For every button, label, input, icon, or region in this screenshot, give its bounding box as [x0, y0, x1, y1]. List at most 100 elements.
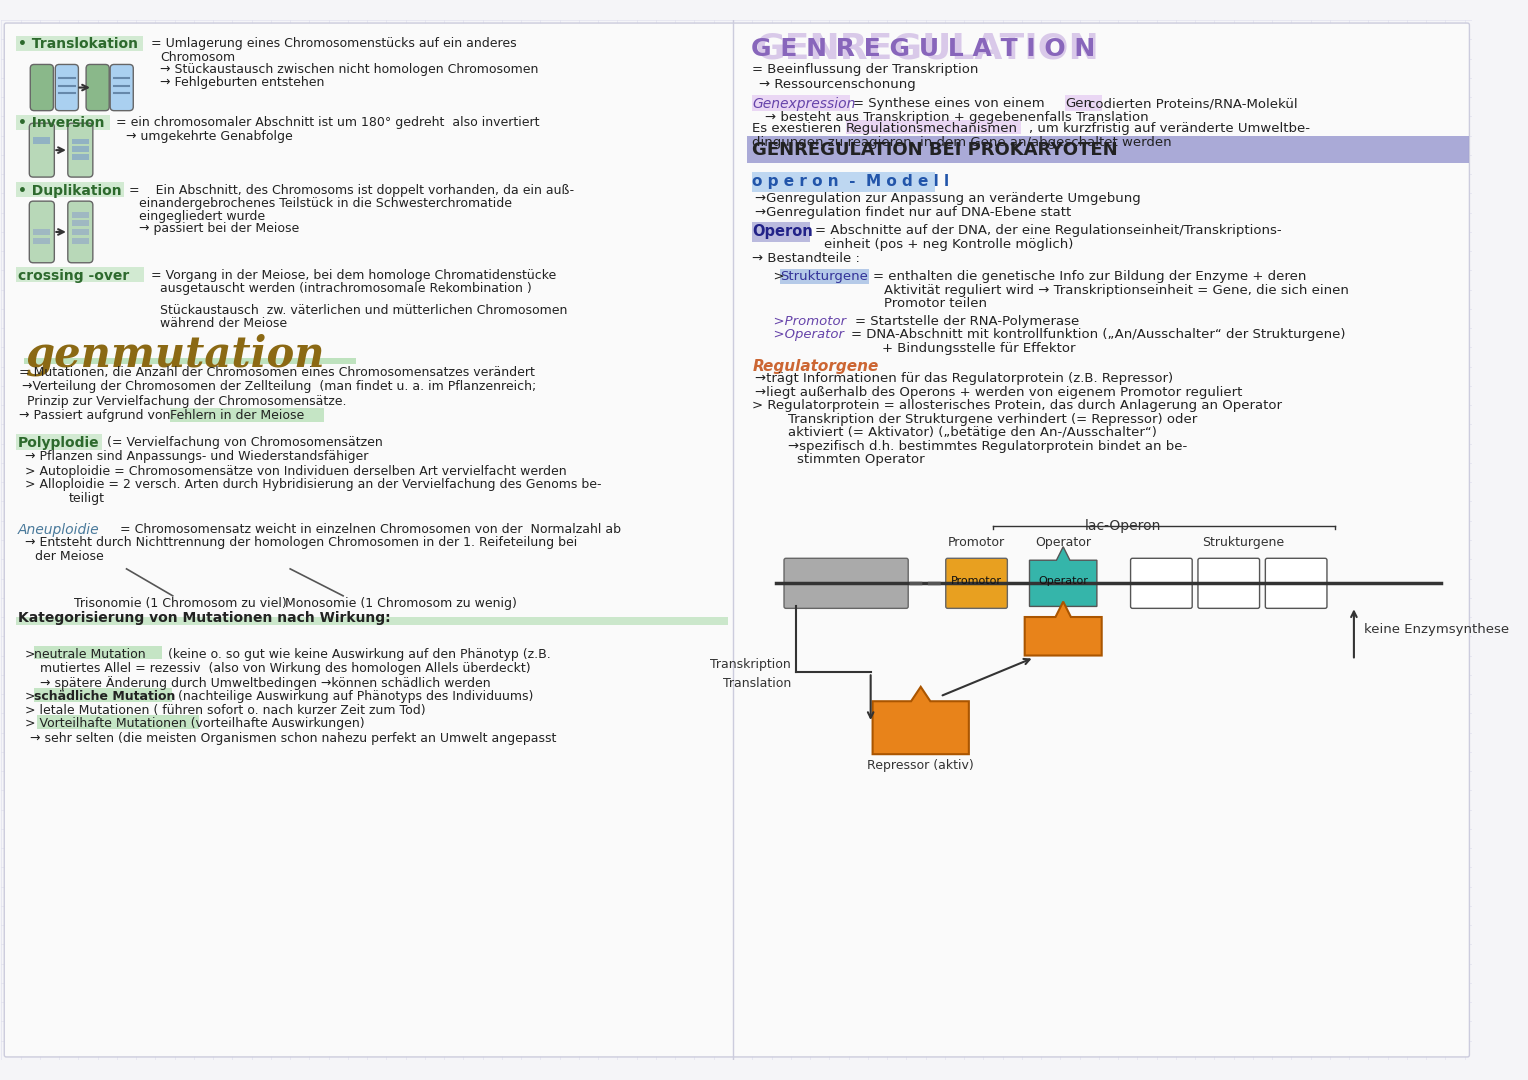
Bar: [845, 120, 1021, 134]
FancyBboxPatch shape: [1265, 558, 1326, 608]
FancyBboxPatch shape: [86, 65, 108, 110]
Text: Repressor (aktiv): Repressor (aktiv): [868, 759, 973, 772]
Bar: [72, 212, 89, 217]
Text: Operon: Operon: [752, 225, 813, 240]
Text: Regulationsmechanismen: Regulationsmechanismen: [845, 122, 1018, 135]
Text: Operator: Operator: [1038, 577, 1088, 586]
Text: Promotor: Promotor: [947, 536, 1005, 549]
Text: →Genregulation findet nur auf DNA-Ebene statt: →Genregulation findet nur auf DNA-Ebene …: [755, 206, 1071, 219]
Bar: [72, 146, 89, 152]
Bar: [781, 269, 869, 284]
Text: Promotor: Promotor: [950, 577, 1002, 586]
Text: = Abschnitte auf der DNA, der eine Regulationseinheit/Transkriptions-: = Abschnitte auf der DNA, der eine Regul…: [814, 225, 1282, 238]
Bar: [72, 238, 89, 243]
Text: = enthalten die genetische Info zur Bildung der Enzyme + deren: = enthalten die genetische Info zur Bild…: [872, 270, 1306, 283]
Text: → sehr selten (die meisten Organismen schon nahezu perfekt an Umwelt angepasst: → sehr selten (die meisten Organismen sc…: [31, 731, 556, 744]
Text: → Bestandteile :: → Bestandteile :: [752, 252, 860, 266]
Text: codierten Proteins/RNA-Molekül: codierten Proteins/RNA-Molekül: [1088, 97, 1297, 110]
Text: → Stückaustausch zwischen nicht homologen Chromosomen: → Stückaustausch zwischen nicht homologe…: [160, 64, 538, 77]
Text: →Verteilung der Chromosomen der Zellteilung  (man findet u. a. im Pflanzenreich;: →Verteilung der Chromosomen der Zellteil…: [21, 380, 536, 393]
Text: →spezifisch d.h. bestimmtes Regulatorprotein bindet an be-: →spezifisch d.h. bestimmtes Regulatorpro…: [788, 440, 1187, 453]
Bar: [752, 222, 810, 242]
Text: = Chromosomensatz weicht in einzelnen Chromosomen von der  Normalzahl ab: = Chromosomensatz weicht in einzelnen Ch…: [119, 523, 620, 536]
Bar: [72, 154, 89, 160]
Text: Aktivität reguliert wird → Transkriptionseinheit = Gene, die sich einen: Aktivität reguliert wird → Transkription…: [885, 284, 1349, 297]
FancyBboxPatch shape: [31, 65, 53, 110]
Text: mutiertes Allel = rezessiv  (also von Wirkung des homologen Allels überdeckt): mutiertes Allel = rezessiv (also von Wir…: [40, 662, 530, 675]
Bar: [747, 136, 1470, 163]
Text: >: >: [21, 648, 40, 661]
Text: > Vorteilhafte Mutationen (vorteilhafte Auswirkungen): > Vorteilhafte Mutationen (vorteilhafte …: [21, 717, 364, 730]
Text: = ein chromosomaler Abschnitt ist um 180° gedreht  also invertiert: = ein chromosomaler Abschnitt ist um 180…: [116, 117, 539, 130]
Text: → Pflanzen sind Anpassungs- und Wiederstandsfähiger: → Pflanzen sind Anpassungs- und Wiederst…: [26, 449, 368, 462]
Text: • Translokation: • Translokation: [18, 38, 138, 52]
Text: neutrale Mutation: neutrale Mutation: [34, 648, 145, 661]
Bar: [72, 138, 89, 145]
Bar: [1065, 95, 1102, 110]
Text: crossing -over: crossing -over: [18, 269, 128, 283]
Text: während der Meiose: während der Meiose: [160, 316, 287, 329]
FancyBboxPatch shape: [1131, 558, 1192, 608]
Text: →trägt Informationen für das Regulatorprotein (z.B. Repressor): →trägt Informationen für das Regulatorpr…: [755, 373, 1174, 386]
Text: dingungen zu reagieren, in dem Gene an/abgeschaltet werden: dingungen zu reagieren, in dem Gene an/a…: [752, 136, 1172, 149]
Text: Es exestieren: Es exestieren: [752, 122, 847, 135]
Bar: [34, 229, 50, 234]
Text: → Fehlgeburten entstehen: → Fehlgeburten entstehen: [160, 76, 324, 89]
Bar: [23, 359, 356, 364]
Polygon shape: [1030, 546, 1097, 607]
Text: → Ressourcenschonung: → Ressourcenschonung: [759, 78, 915, 91]
Text: >: >: [766, 270, 788, 283]
Text: genmutation: genmutation: [26, 333, 325, 376]
Text: Promotor teilen: Promotor teilen: [885, 297, 987, 310]
Text: lac-Operon: lac-Operon: [1085, 518, 1161, 532]
Text: > Regulatorprotein = allosterisches Protein, das durch Anlagerung an Operator: > Regulatorprotein = allosterisches Prot…: [752, 400, 1282, 413]
Text: Regulatorgene: Regulatorgene: [752, 359, 879, 374]
FancyBboxPatch shape: [5, 23, 1470, 1057]
Bar: [34, 688, 171, 702]
Text: = Beeinflussung der Transkription: = Beeinflussung der Transkription: [752, 63, 978, 76]
Text: → Passiert aufgrund von: → Passiert aufgrund von: [18, 409, 174, 422]
Text: Strukturgene: Strukturgene: [1203, 536, 1284, 549]
Text: (nachteilige Auswirkung auf Phänotyps des Individuums): (nachteilige Auswirkung auf Phänotyps de…: [177, 690, 533, 703]
Polygon shape: [872, 687, 969, 754]
Text: Operator: Operator: [1034, 536, 1091, 549]
Text: = Umlagerung eines Chromosomenstücks auf ein anderes: = Umlagerung eines Chromosomenstücks auf…: [151, 38, 516, 51]
Bar: [34, 238, 50, 243]
FancyBboxPatch shape: [29, 201, 55, 262]
Text: ausgetauscht werden (intrachromosomale Rekombination ): ausgetauscht werden (intrachromosomale R…: [160, 282, 532, 295]
FancyBboxPatch shape: [1198, 558, 1259, 608]
Bar: [15, 181, 124, 198]
FancyBboxPatch shape: [29, 123, 55, 177]
Text: = DNA-Abschnitt mit kontrollfunktion („An/Ausschalter“ der Strukturgene): = DNA-Abschnitt mit kontrollfunktion („A…: [851, 328, 1346, 341]
Bar: [170, 408, 324, 421]
Text: → umgekehrte Genabfolge: → umgekehrte Genabfolge: [125, 130, 292, 143]
Bar: [37, 715, 199, 729]
Text: >Promotor: >Promotor: [766, 314, 847, 327]
Text: Transkription der Strukturgene verhindert (= Repressor) oder: Transkription der Strukturgene verhinder…: [788, 413, 1196, 426]
Text: > Autoploidie = Chromosomensätze von Individuen derselben Art vervielfacht werde: > Autoploidie = Chromosomensätze von Ind…: [21, 464, 567, 478]
Text: + Bindungsstelle für Effektor: + Bindungsstelle für Effektor: [882, 341, 1076, 354]
Bar: [34, 137, 50, 145]
Text: >: >: [21, 690, 40, 703]
Text: GENREGULATION: GENREGULATION: [755, 31, 1099, 66]
Text: stimmten Operator: stimmten Operator: [798, 454, 924, 467]
Text: , um kurzfristig auf veränderte Umweltbe-: , um kurzfristig auf veränderte Umweltbe…: [1030, 122, 1311, 135]
Text: =    Ein Abschnitt, des Chromosoms ist doppelt vorhanden, da ein auß-: = Ein Abschnitt, des Chromosoms ist dopp…: [130, 184, 575, 197]
Text: > letale Mutationen ( führen sofort o. nach kurzer Zeit zum Tod): > letale Mutationen ( führen sofort o. n…: [21, 704, 425, 717]
Bar: [34, 646, 162, 660]
Text: Gen: Gen: [1065, 97, 1093, 110]
Bar: [72, 220, 89, 226]
Bar: [15, 434, 102, 449]
Text: Fehlern in der Meiose: Fehlern in der Meiose: [170, 409, 304, 422]
Text: teiligt: teiligt: [69, 491, 105, 504]
Text: eingegliedert wurde: eingegliedert wurde: [139, 210, 266, 222]
Text: keine Enzymsynthese: keine Enzymsynthese: [1363, 623, 1508, 636]
Text: Translation: Translation: [723, 677, 792, 690]
Text: → besteht aus Transkription + gegebenenfalls Translation: → besteht aus Transkription + gegebenenf…: [766, 110, 1149, 123]
Text: Monosomie (1 Chromosom zu wenig): Monosomie (1 Chromosom zu wenig): [286, 597, 518, 610]
Text: = Mutationen, die Anzahl der Chromosomen eines Chromosomensatzes verändert: = Mutationen, die Anzahl der Chromosomen…: [18, 366, 535, 379]
Text: Stückaustausch  zw. väterlichen und mütterlichen Chromosomen: Stückaustausch zw. väterlichen und mütte…: [160, 305, 567, 318]
Text: o p e r o n  -  M o d e l l: o p e r o n - M o d e l l: [752, 174, 949, 189]
Text: GENREGULATION BEI PROKARYOTEN: GENREGULATION BEI PROKARYOTEN: [752, 141, 1118, 160]
FancyBboxPatch shape: [110, 65, 133, 110]
